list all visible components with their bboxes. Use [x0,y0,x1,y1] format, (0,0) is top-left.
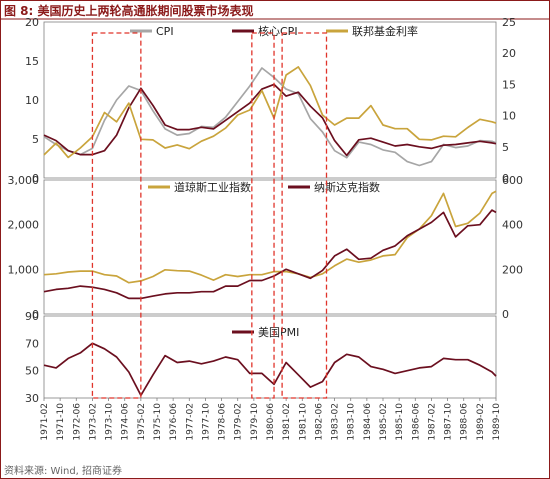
legend-label: 美国PMI [258,326,299,339]
series-line [43,66,497,159]
x-tick-label: 1985-10 [395,403,405,441]
x-tick-label: 1976-06 [169,403,179,441]
y-tick-left: 3,000 [8,174,40,187]
x-tick-label: 1983-10 [347,403,357,441]
x-tick-label: 1989-10 [492,403,502,441]
y-tick-left: 15 [25,55,39,68]
series-line [43,342,497,397]
x-tick-label: 1977-02 [185,403,195,441]
x-tick-label: 1981-10 [298,403,308,441]
legend-label: CPI [156,25,174,38]
x-tick-label: 1987-10 [444,403,454,441]
y-tick-right: 25 [502,16,516,29]
y-tick-left: 1,000 [8,263,40,276]
panel-frame [43,179,497,315]
y-tick-right: 10 [502,110,516,123]
x-tick-label: 1986-06 [411,403,421,441]
x-tick-label: 1979-02 [234,403,244,441]
series-line [43,209,497,300]
x-tick-label: 1983-02 [331,403,341,441]
y-tick-left: 5 [32,133,39,146]
x-tick-label: 1989-02 [476,403,486,441]
x-tick-label: 1977-10 [201,403,211,441]
x-tick-label: 1975-10 [153,403,163,441]
x-tick-label: 1987-02 [427,403,437,441]
series-line [43,67,497,167]
x-tick-label: 1985-02 [379,403,389,441]
y-tick-right: 0 [502,172,509,185]
x-tick-label: 1980-06 [266,403,276,441]
y-tick-left: 0 [32,308,39,321]
y-tick-right: 5 [502,141,509,154]
x-tick-label: 1978-06 [218,403,228,441]
x-axis: 1971-02 1971-10 1972-06 1973-02 1973-10 1974-… [40,398,502,441]
legend-label: 联邦基金利率 [352,24,418,38]
x-tick-label: 1973-02 [88,403,98,441]
panel-3: 30 50 70 90 美国PMI [25,310,497,405]
panel-frame [43,21,497,179]
y-tick-right: 15 [502,78,516,91]
highlight-box [281,32,328,399]
y-tick-right: 400 [502,219,523,232]
y-tick-right: 600 [502,174,523,187]
y-tick-right: 200 [502,263,523,276]
y-tick-left: 2,000 [8,219,40,232]
series-line [43,190,497,284]
panel-1: 0 5 10 15 20 0 5 10 15 20 25 CPI 核心CPI 联邦基金利率 [25,16,516,185]
y-tick-left: 0 [32,172,39,185]
y-tick-left: 20 [25,16,39,29]
figure-title: 图 8: 美国历史上两轮高通胀期间股票市场表现 [4,4,254,18]
y-tick-left: 90 [25,310,39,323]
x-tick-label: 1971-10 [56,403,66,441]
y-tick-right: 20 [502,47,516,60]
y-tick-left: 30 [25,392,39,405]
series-line [43,83,497,157]
x-tick-label: 1982-06 [314,403,324,441]
source-note: 资料来源: Wind, 招商证券 [4,466,123,477]
y-tick-right: 0 [502,308,509,321]
legend-label: 纳斯达克指数 [314,180,380,194]
x-tick-label: 1974-06 [121,403,131,441]
x-tick-label: 1988-06 [460,403,470,441]
y-tick-left: 70 [25,337,39,350]
legend-label: 核心CPI [258,24,298,38]
x-tick-label: 1973-10 [105,403,115,441]
x-tick-label: 1975-02 [137,403,147,441]
y-tick-left: 50 [25,365,39,378]
x-tick-label: 1971-02 [40,403,50,441]
y-tick-left: 10 [25,94,39,107]
highlight-box [91,32,142,399]
x-tick-label: 1984-06 [363,403,373,441]
x-tick-label: 1981-02 [282,403,292,441]
legend-label: 道琼斯工业指数 [174,180,251,194]
x-tick-label: 1972-06 [72,403,82,441]
x-tick-label: 1979-10 [250,403,260,441]
highlight-box [251,32,275,399]
